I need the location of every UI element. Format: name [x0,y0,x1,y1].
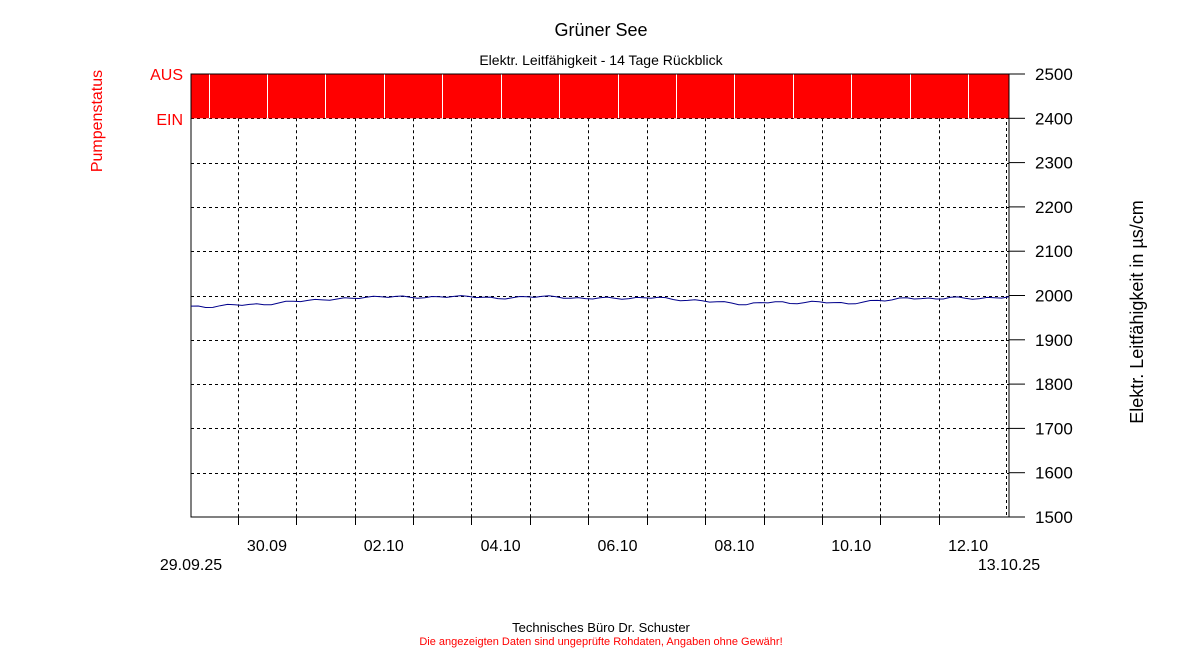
grid-lines [191,74,1009,517]
x-tick-label: 12.10 [948,538,988,555]
y-tick-label: 2100 [1035,242,1073,261]
y-tick-label: 1500 [1035,508,1073,527]
series-group [190,295,1010,309]
y-tick-label: 1700 [1035,419,1073,438]
y-axis: 1500 1600 1700 1800 1900 2000 2100 2200 2300 2400… [1009,65,1073,527]
footer-disclaimer: Die angezeigten Daten sind ungeprüfte Ro… [419,636,782,648]
footer-company: Technisches Büro Dr. Schuster [512,620,690,635]
pump-level-off-label: AUS [150,67,183,84]
chart-title: Grüner See [554,20,647,40]
x-tick-label: 04.10 [481,538,521,555]
x-axis: 30.09 02.10 04.10 06.10 08.10 10.10 12.10 [238,517,988,555]
conductivity-series-line [190,295,1010,309]
y-tick-label: 2200 [1035,198,1073,217]
pump-status-label: Pumpenstatus [89,70,106,172]
y-tick-label: 1900 [1035,331,1073,350]
x-start-date-label: 29.09.25 [160,557,222,574]
plot-frame [190,73,1010,518]
y-tick-label: 1600 [1035,464,1073,483]
x-tick-label: 08.10 [714,538,754,555]
pump-status-bar [191,74,1009,119]
y-axis-label: Elektr. Leitfähigkeit in µs/cm [1127,200,1147,423]
chart-subtitle: Elektr. Leitfähigkeit - 14 Tage Rückblic… [479,52,723,68]
x-tick-label: 02.10 [364,538,404,555]
pump-level-on-label: EIN [156,112,183,129]
x-end-date-label: 13.10.25 [978,557,1040,574]
x-tick-label: 30.09 [247,538,287,555]
x-tick-label: 10.10 [831,538,871,555]
y-tick-label: 2000 [1035,287,1073,306]
y-tick-label: 2500 [1035,65,1073,84]
y-tick-label: 2400 [1035,109,1073,128]
x-tick-label: 06.10 [598,538,638,555]
pump-status-bars [191,74,1009,119]
y-tick-label: 2300 [1035,154,1073,173]
y-tick-label: 1800 [1035,375,1073,394]
